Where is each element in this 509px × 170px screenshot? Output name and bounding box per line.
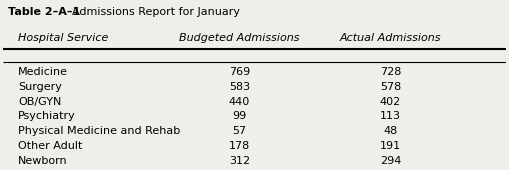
Text: 57: 57 [232,126,246,137]
Text: OB/GYN: OB/GYN [18,97,61,107]
Text: 578: 578 [380,82,401,92]
Text: Surgery: Surgery [18,82,62,92]
Text: Medicine: Medicine [18,67,68,77]
Text: 402: 402 [380,97,401,107]
Text: Actual Admissions: Actual Admissions [340,33,441,43]
Text: 99: 99 [232,112,246,122]
Text: Psychiatry: Psychiatry [18,112,76,122]
Text: 113: 113 [380,112,401,122]
Text: Admissions Report for January: Admissions Report for January [65,7,240,16]
Text: Table 2–A–1: Table 2–A–1 [8,7,80,16]
Text: Budgeted Admissions: Budgeted Admissions [179,33,300,43]
Text: 294: 294 [380,156,401,166]
Text: Newborn: Newborn [18,156,68,166]
Text: Other Adult: Other Adult [18,141,82,151]
Text: 728: 728 [380,67,401,77]
Text: 440: 440 [229,97,250,107]
Text: 583: 583 [229,82,250,92]
Text: 178: 178 [229,141,250,151]
Text: 312: 312 [229,156,250,166]
Text: 191: 191 [380,141,401,151]
Text: Hospital Service: Hospital Service [18,33,108,43]
Text: Physical Medicine and Rehab: Physical Medicine and Rehab [18,126,180,137]
Text: 769: 769 [229,67,250,77]
Text: 48: 48 [383,126,398,137]
